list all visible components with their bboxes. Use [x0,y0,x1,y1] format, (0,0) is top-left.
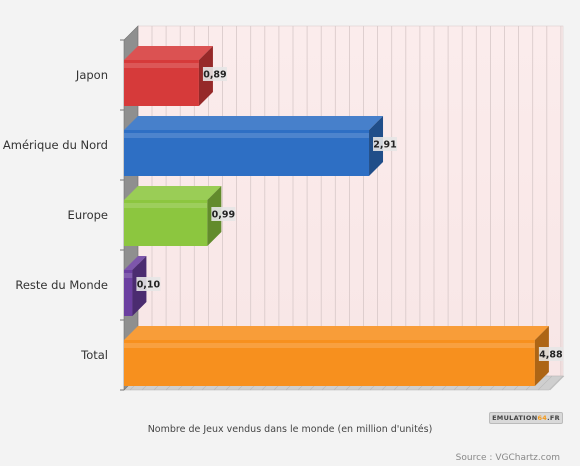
value-label: 4,88 [539,350,563,361]
value-label-box [136,277,161,291]
value-label-box [211,207,236,221]
watermark-logo: EMULATION64.FR [489,412,563,424]
value-label: 0,10 [137,280,161,291]
category-label: Total [80,348,108,362]
bar-highlight [124,343,535,348]
x-axis-label: Nombre de Jeux vendus dans le monde (en … [148,424,433,435]
category-label: Reste du Monde [15,278,108,292]
category-label: Europe [68,208,108,222]
category-label: Japon [75,68,108,82]
floor-grid-line [537,375,553,391]
bar-highlight [124,273,133,278]
bar-3 [124,270,133,316]
bar-top-face [124,326,549,340]
bar-top-face [124,256,147,270]
value-label-box [202,67,227,81]
source-text: Source : VGChartz.com [456,453,560,463]
bar-highlight [124,63,199,68]
value-label: 2,91 [373,140,396,151]
bar-highlight [124,133,370,138]
category-label: Amérique du Nord [3,138,108,152]
bar-highlight [124,203,208,208]
value-label: 0,89 [203,70,226,81]
value-label-box [538,347,563,361]
bar-top-face [124,46,213,60]
value-label: 0,99 [212,210,235,221]
bar-top-face [124,116,384,130]
bar-top-face [124,186,222,200]
value-label-box [373,137,398,151]
floor-grid-line [549,375,565,391]
